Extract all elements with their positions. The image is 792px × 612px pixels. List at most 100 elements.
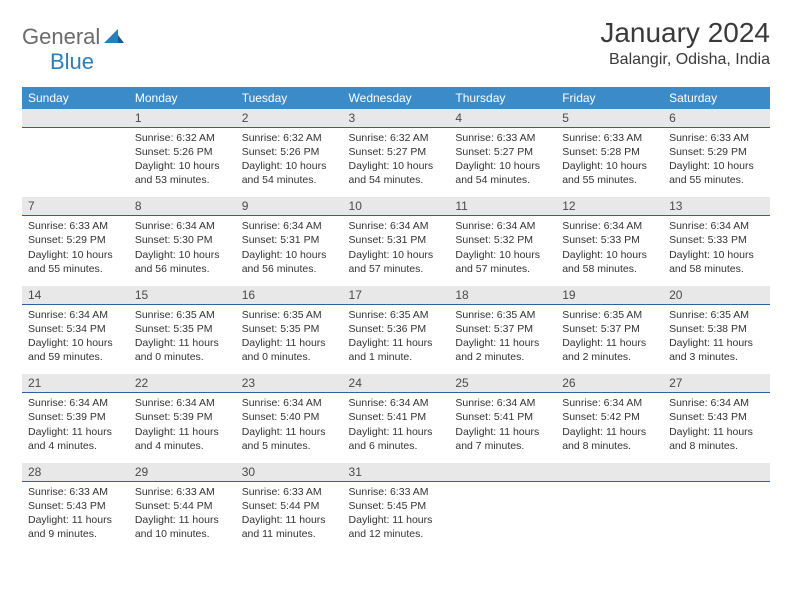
day-content-cell: Sunrise: 6:34 AMSunset: 5:31 PMDaylight:… [236,216,343,286]
sunset-line: Sunset: 5:35 PM [135,322,230,336]
day-content-cell: Sunrise: 6:34 AMSunset: 5:39 PMDaylight:… [22,393,129,463]
daylight-line: Daylight: 10 hours and 54 minutes. [349,159,444,187]
day-number-cell: 15 [129,286,236,305]
sunset-line: Sunset: 5:45 PM [349,499,444,513]
sunrise-line: Sunrise: 6:33 AM [28,485,123,499]
daylight-line: Daylight: 10 hours and 55 minutes. [562,159,657,187]
logo: General [22,18,126,50]
sunrise-line: Sunrise: 6:34 AM [135,219,230,233]
day-content-cell: Sunrise: 6:34 AMSunset: 5:34 PMDaylight:… [22,304,129,374]
daylight-line: Daylight: 10 hours and 57 minutes. [349,248,444,276]
day-number-cell: 31 [343,463,450,482]
day-content-cell: Sunrise: 6:35 AMSunset: 5:38 PMDaylight:… [663,304,770,374]
day-number-cell: 2 [236,109,343,128]
sunset-line: Sunset: 5:28 PM [562,145,657,159]
daylight-line: Daylight: 11 hours and 6 minutes. [349,425,444,453]
day-number-cell: 12 [556,197,663,216]
weekday-header: Sunday [22,87,129,109]
sunset-line: Sunset: 5:31 PM [349,233,444,247]
day-number-cell: 27 [663,374,770,393]
day-content-cell: Sunrise: 6:34 AMSunset: 5:41 PMDaylight:… [449,393,556,463]
daylight-line: Daylight: 10 hours and 58 minutes. [669,248,764,276]
day-content-cell: Sunrise: 6:34 AMSunset: 5:33 PMDaylight:… [556,216,663,286]
sunrise-line: Sunrise: 6:34 AM [455,219,550,233]
daylight-line: Daylight: 11 hours and 11 minutes. [242,513,337,541]
sunset-line: Sunset: 5:44 PM [242,499,337,513]
daylight-line: Daylight: 11 hours and 0 minutes. [135,336,230,364]
weekday-header: Tuesday [236,87,343,109]
sunset-line: Sunset: 5:38 PM [669,322,764,336]
day-number-cell: 1 [129,109,236,128]
daylight-line: Daylight: 10 hours and 54 minutes. [242,159,337,187]
sunrise-line: Sunrise: 6:34 AM [242,396,337,410]
daylight-line: Daylight: 10 hours and 58 minutes. [562,248,657,276]
day-content-cell: Sunrise: 6:34 AMSunset: 5:32 PMDaylight:… [449,216,556,286]
day-number-cell [22,109,129,128]
daylight-line: Daylight: 11 hours and 12 minutes. [349,513,444,541]
day-number-cell [449,463,556,482]
day-content-row: Sunrise: 6:34 AMSunset: 5:39 PMDaylight:… [22,393,770,463]
day-number-cell: 22 [129,374,236,393]
daylight-line: Daylight: 11 hours and 4 minutes. [28,425,123,453]
month-title: January 2024 [600,18,770,49]
sunset-line: Sunset: 5:29 PM [669,145,764,159]
day-content-row: Sunrise: 6:33 AMSunset: 5:43 PMDaylight:… [22,481,770,551]
day-number-cell: 17 [343,286,450,305]
day-number-cell: 29 [129,463,236,482]
sunrise-line: Sunrise: 6:34 AM [669,219,764,233]
logo-text-general: General [22,24,100,50]
daylight-line: Daylight: 11 hours and 10 minutes. [135,513,230,541]
sunrise-line: Sunrise: 6:35 AM [135,308,230,322]
day-number-cell: 26 [556,374,663,393]
day-number-cell: 3 [343,109,450,128]
day-number-row: 14151617181920 [22,286,770,305]
daylight-line: Daylight: 11 hours and 5 minutes. [242,425,337,453]
daylight-line: Daylight: 11 hours and 2 minutes. [562,336,657,364]
sunrise-line: Sunrise: 6:35 AM [455,308,550,322]
day-content-cell: Sunrise: 6:35 AMSunset: 5:35 PMDaylight:… [236,304,343,374]
day-number-cell: 11 [449,197,556,216]
logo-text-blue: Blue [22,49,94,74]
day-content-cell: Sunrise: 6:34 AMSunset: 5:33 PMDaylight:… [663,216,770,286]
day-content-cell: Sunrise: 6:33 AMSunset: 5:29 PMDaylight:… [22,216,129,286]
day-number-row: 21222324252627 [22,374,770,393]
sunrise-line: Sunrise: 6:34 AM [349,219,444,233]
weekday-header: Monday [129,87,236,109]
sunrise-line: Sunrise: 6:33 AM [135,485,230,499]
day-number-cell: 30 [236,463,343,482]
day-number-cell: 28 [22,463,129,482]
weekday-header: Saturday [663,87,770,109]
sunset-line: Sunset: 5:37 PM [562,322,657,336]
sunrise-line: Sunrise: 6:35 AM [349,308,444,322]
sunrise-line: Sunrise: 6:34 AM [562,396,657,410]
day-content-cell: Sunrise: 6:35 AMSunset: 5:37 PMDaylight:… [449,304,556,374]
daylight-line: Daylight: 11 hours and 8 minutes. [562,425,657,453]
sunrise-line: Sunrise: 6:32 AM [349,131,444,145]
daylight-line: Daylight: 11 hours and 3 minutes. [669,336,764,364]
day-content-cell [449,481,556,551]
day-content-cell [663,481,770,551]
sunset-line: Sunset: 5:39 PM [135,410,230,424]
day-number-cell: 7 [22,197,129,216]
sunrise-line: Sunrise: 6:34 AM [349,396,444,410]
sunrise-line: Sunrise: 6:34 AM [28,396,123,410]
sunset-line: Sunset: 5:43 PM [28,499,123,513]
day-content-cell: Sunrise: 6:34 AMSunset: 5:31 PMDaylight:… [343,216,450,286]
sunset-line: Sunset: 5:44 PM [135,499,230,513]
day-content-cell: Sunrise: 6:33 AMSunset: 5:44 PMDaylight:… [129,481,236,551]
day-content-cell: Sunrise: 6:32 AMSunset: 5:26 PMDaylight:… [129,127,236,197]
day-content-cell: Sunrise: 6:35 AMSunset: 5:37 PMDaylight:… [556,304,663,374]
day-content-cell: Sunrise: 6:34 AMSunset: 5:42 PMDaylight:… [556,393,663,463]
sunrise-line: Sunrise: 6:33 AM [242,485,337,499]
sunset-line: Sunset: 5:32 PM [455,233,550,247]
daylight-line: Daylight: 11 hours and 4 minutes. [135,425,230,453]
daylight-line: Daylight: 10 hours and 56 minutes. [135,248,230,276]
sunrise-line: Sunrise: 6:34 AM [455,396,550,410]
day-content-cell: Sunrise: 6:34 AMSunset: 5:30 PMDaylight:… [129,216,236,286]
daylight-line: Daylight: 10 hours and 56 minutes. [242,248,337,276]
day-number-cell: 6 [663,109,770,128]
sunrise-line: Sunrise: 6:32 AM [135,131,230,145]
day-number-cell: 25 [449,374,556,393]
sunset-line: Sunset: 5:33 PM [669,233,764,247]
day-content-cell: Sunrise: 6:33 AMSunset: 5:44 PMDaylight:… [236,481,343,551]
